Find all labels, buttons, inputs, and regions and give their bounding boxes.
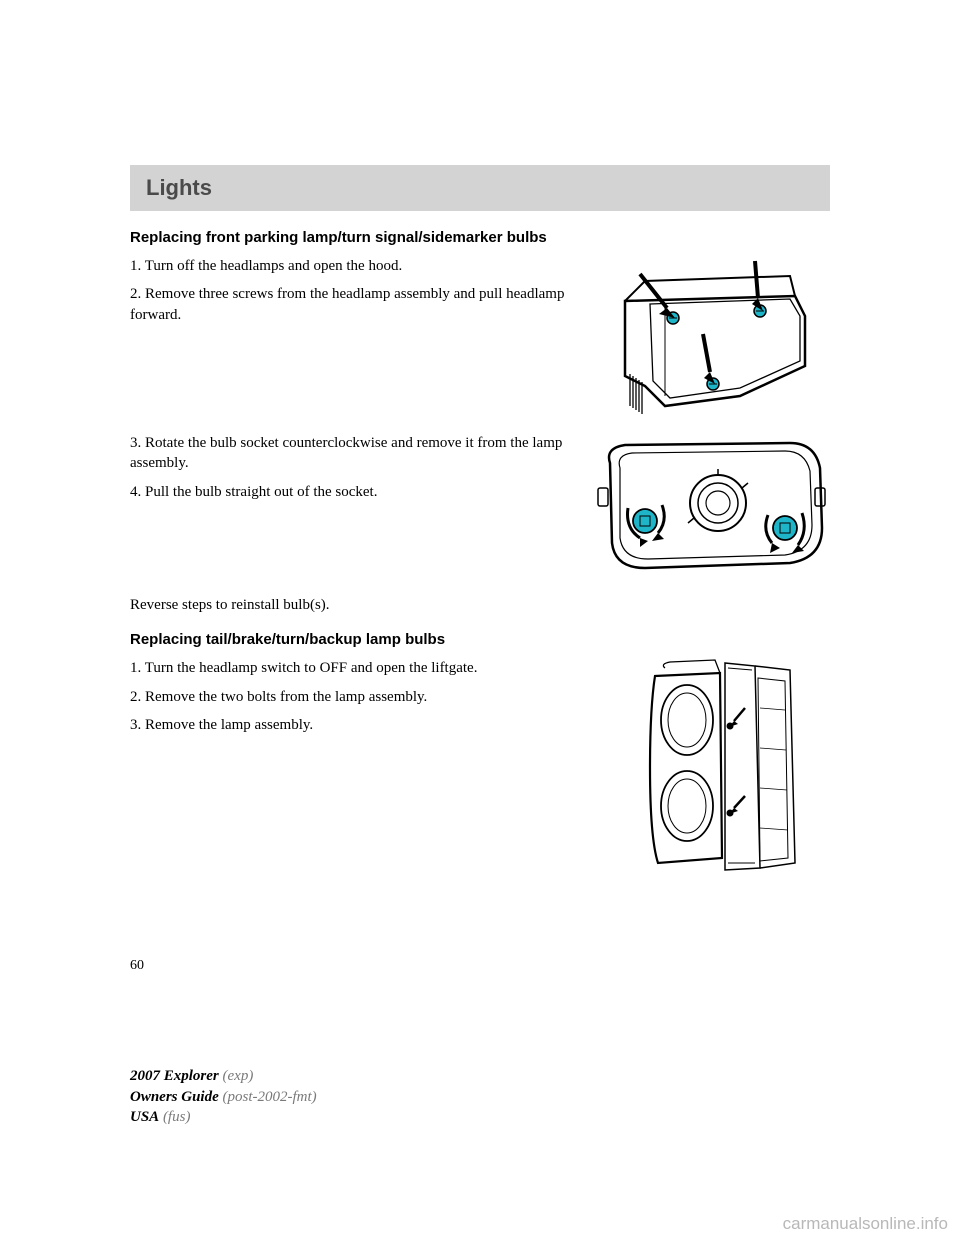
reverse-note: Reverse steps to reinstall bulb(s).: [130, 595, 830, 615]
page-content: Lights Replacing front parking lamp/turn…: [0, 0, 960, 974]
footer-block: 2007 Explorer (exp) Owners Guide (post-2…: [130, 1066, 317, 1127]
footer-model: 2007 Explorer: [130, 1068, 219, 1084]
section-header-title: Lights: [146, 175, 212, 200]
section-header-bar: Lights: [130, 165, 830, 211]
block-1-text: 1. Turn off the headlamps and open the h…: [130, 256, 570, 421]
block-1: 1. Turn off the headlamps and open the h…: [130, 256, 830, 421]
block-3-text: 1. Turn the headlamp switch to OFF and o…: [130, 658, 570, 878]
tail-lamp-illustration: [610, 658, 810, 878]
footer-region-code: (fus): [159, 1109, 190, 1125]
heading-tail-brake: Replacing tail/brake/turn/backup lamp bu…: [130, 631, 830, 648]
figure-lamp-assembly-back: [590, 433, 830, 583]
step-2-3: 3. Rotate the bulb socket counterclockwi…: [130, 433, 570, 474]
step-1-2: 2. Remove three screws from the headlamp…: [130, 284, 570, 325]
block-3: 1. Turn the headlamp switch to OFF and o…: [130, 658, 830, 878]
footer-region: USA: [130, 1109, 159, 1125]
step-3-1: 1. Turn the headlamp switch to OFF and o…: [130, 658, 570, 678]
block-2: 3. Rotate the bulb socket counterclockwi…: [130, 433, 830, 583]
footer-guide: Owners Guide: [130, 1089, 219, 1105]
step-2-4: 4. Pull the bulb straight out of the soc…: [130, 482, 570, 502]
page-number: 60: [130, 958, 830, 974]
footer-model-code: (exp): [219, 1068, 254, 1084]
heading-front-parking: Replacing front parking lamp/turn signal…: [130, 229, 830, 246]
lamp-assembly-back-illustration: [590, 433, 830, 583]
block-2-text: 3. Rotate the bulb socket counterclockwi…: [130, 433, 570, 583]
footer-line-3: USA (fus): [130, 1107, 317, 1127]
step-1-1: 1. Turn off the headlamps and open the h…: [130, 256, 570, 276]
figure-tail-lamp: [590, 658, 830, 878]
figure-headlamp-screws: [590, 256, 830, 421]
footer-line-2: Owners Guide (post-2002-fmt): [130, 1087, 317, 1107]
step-3-3: 3. Remove the lamp assembly.: [130, 715, 570, 735]
watermark: carmanualsonline.info: [783, 1214, 948, 1234]
footer-guide-code: (post-2002-fmt): [219, 1089, 317, 1105]
step-3-2: 2. Remove the two bolts from the lamp as…: [130, 687, 570, 707]
footer-line-1: 2007 Explorer (exp): [130, 1066, 317, 1086]
headlamp-screws-illustration: [595, 256, 825, 421]
